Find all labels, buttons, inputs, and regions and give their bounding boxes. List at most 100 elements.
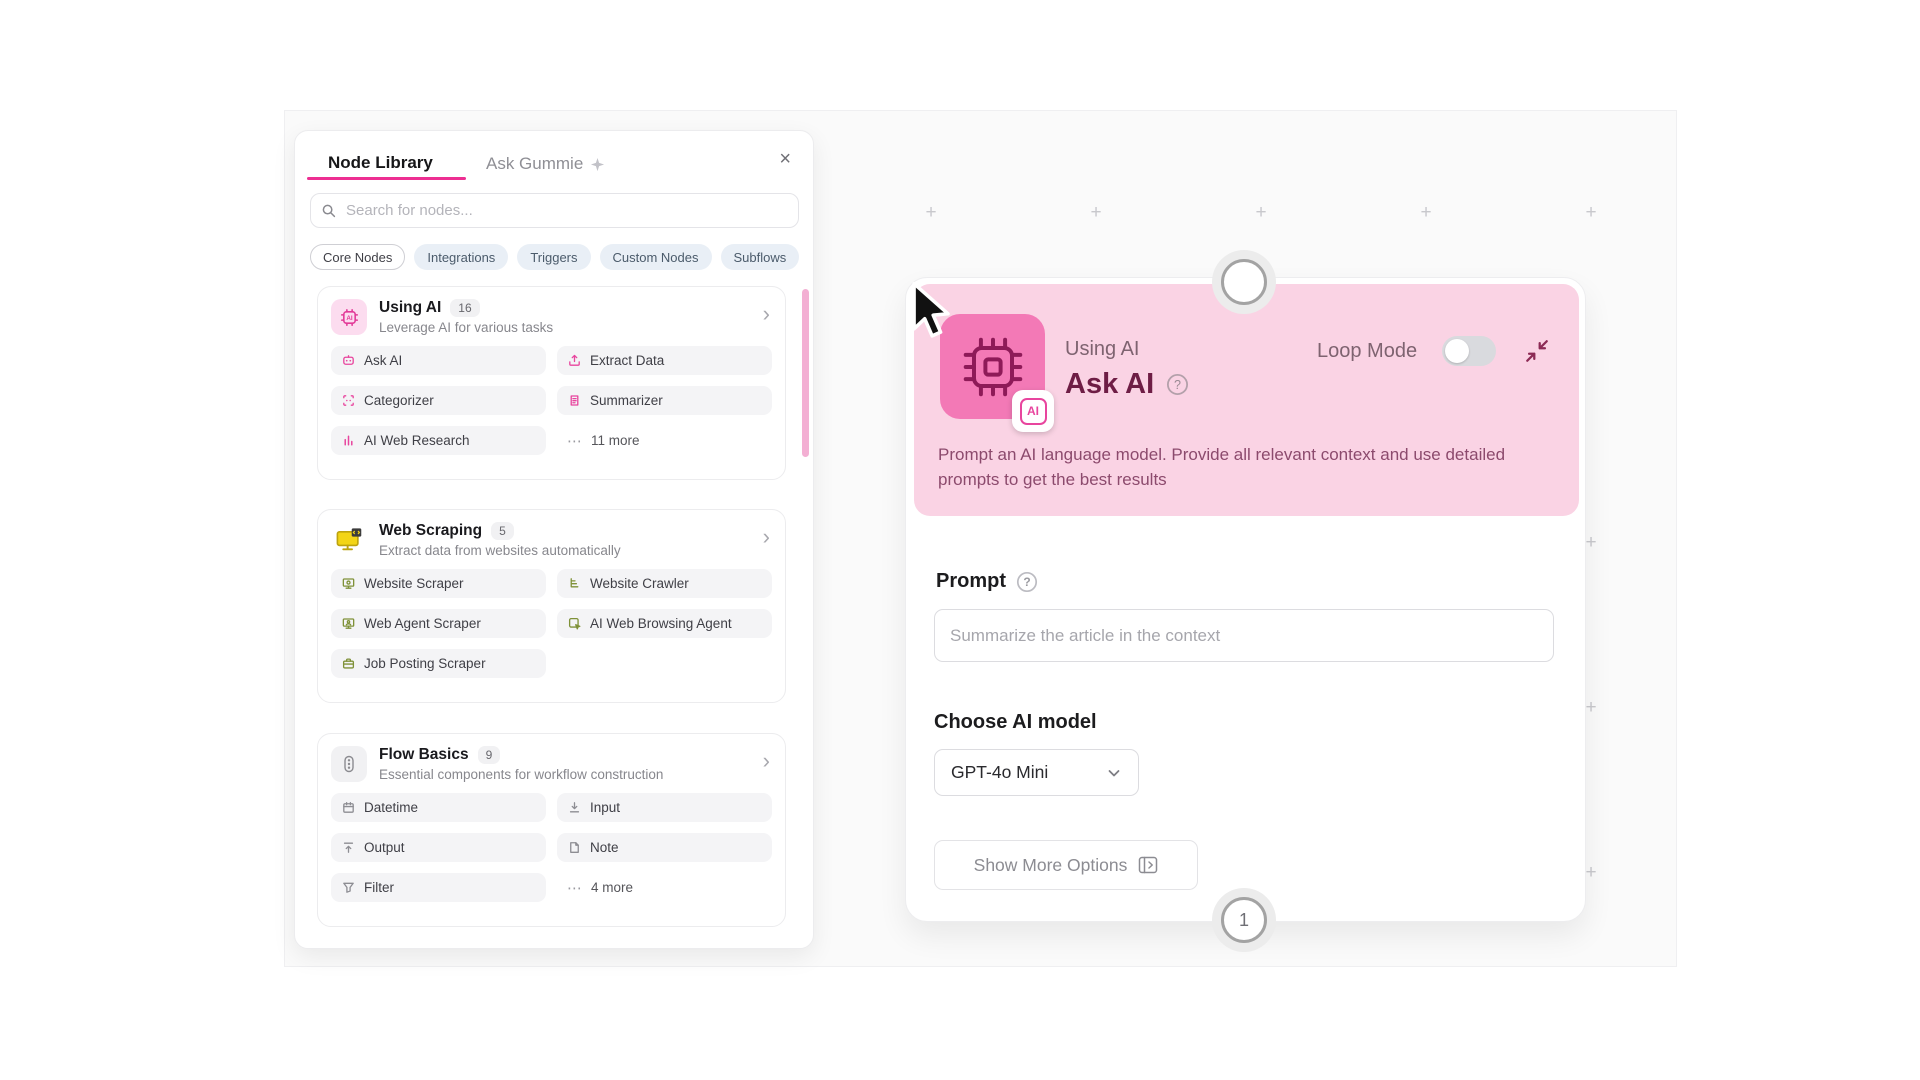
node-item-extract-data[interactable]: Extract Data xyxy=(557,346,772,375)
funnel-icon xyxy=(343,882,354,893)
node-library-panel: Node Library Ask Gummie × Core Nodes Int… xyxy=(294,130,814,949)
ask-ai-node-card[interactable]: AI Using AI Ask AI ? Loop Mode Prompt an… xyxy=(905,277,1586,922)
node-item-label: Website Scraper xyxy=(364,576,464,591)
section-title: Web Scraping xyxy=(379,522,483,539)
filter-triggers[interactable]: Triggers xyxy=(517,244,591,270)
node-item-label: 11 more xyxy=(591,433,640,448)
section-subtitle: Essential components for workflow constr… xyxy=(379,767,664,782)
svg-text:?: ? xyxy=(1174,378,1181,392)
section-header[interactable]: Flow Basics 9 Essential components for w… xyxy=(331,746,772,782)
loop-mode-toggle[interactable] xyxy=(1442,336,1496,366)
node-item-summarizer[interactable]: Summarizer xyxy=(557,386,772,415)
robot-icon xyxy=(343,355,354,365)
node-item-label: Input xyxy=(590,800,621,815)
show-more-options-label: Show More Options xyxy=(973,854,1128,875)
section-title: Using AI xyxy=(379,299,442,316)
grid-plus-icon: + xyxy=(1585,202,1597,223)
grid-plus-icon: + xyxy=(1420,202,1432,223)
chevron-right-icon[interactable]: › xyxy=(762,524,770,549)
active-tab-underline xyxy=(307,177,466,180)
bar-chart-icon xyxy=(344,435,353,446)
input-port[interactable] xyxy=(1221,259,1267,305)
node-item-label: Datetime xyxy=(364,800,419,815)
node-item-label: Extract Data xyxy=(590,353,665,368)
help-icon[interactable]: ? xyxy=(1166,373,1189,396)
extract-icon xyxy=(569,354,580,366)
node-item-label: Ask AI xyxy=(364,353,403,368)
node-item-input[interactable]: Input xyxy=(557,793,772,822)
node-item-note[interactable]: Note xyxy=(557,833,772,862)
ellipsis-icon: ⋯ xyxy=(567,432,583,450)
grid-plus-icon: + xyxy=(1585,862,1597,883)
node-item-website-crawler[interactable]: Website Crawler xyxy=(557,569,772,598)
section-subtitle: Leverage AI for various tasks xyxy=(379,320,554,335)
filter-core-nodes[interactable]: Core Nodes xyxy=(310,244,406,270)
list-tree-icon xyxy=(570,578,579,588)
tab-node-library[interactable]: Node Library xyxy=(328,153,433,172)
node-item-label: Filter xyxy=(364,880,394,895)
node-item-more[interactable]: ⋯ 11 more xyxy=(557,426,772,455)
output-port-count: 1 xyxy=(1238,909,1249,930)
output-port[interactable]: 1 xyxy=(1221,897,1267,943)
model-value: GPT-4o Mini xyxy=(951,762,1049,782)
node-item-ask-ai[interactable]: Ask AI xyxy=(331,346,546,375)
scan-face-icon xyxy=(343,395,354,406)
node-item-label: Summarizer xyxy=(590,393,663,408)
node-item-website-scraper[interactable]: Website Scraper xyxy=(331,569,546,598)
filter-subflows[interactable]: Subflows xyxy=(720,244,800,270)
node-description: Prompt an AI language model. Provide all… xyxy=(938,445,1506,489)
chevron-right-icon[interactable]: › xyxy=(762,301,770,326)
node-item-ai-web-research[interactable]: AI Web Research xyxy=(331,426,546,455)
ai-chip-icon xyxy=(940,314,1045,419)
node-item-filter[interactable]: Filter xyxy=(331,873,546,902)
help-icon[interactable]: ? xyxy=(1016,571,1038,593)
grid-plus-icon: + xyxy=(1585,697,1597,718)
node-title: Ask AI xyxy=(1065,368,1155,400)
ai-badge: AI xyxy=(1012,390,1054,432)
model-label: Choose AI model xyxy=(934,711,1097,733)
node-item-datetime[interactable]: Datetime xyxy=(331,793,546,822)
chevron-down-icon xyxy=(1108,769,1120,776)
section-count-badge: 9 xyxy=(477,746,501,764)
node-item-categorizer[interactable]: Categorizer xyxy=(331,386,546,415)
show-more-options-button[interactable]: Show More Options xyxy=(934,840,1198,890)
node-item-label: Output xyxy=(364,840,405,855)
node-item-web-agent-scraper[interactable]: Web Agent Scraper xyxy=(331,609,546,638)
section-title: Flow Basics xyxy=(379,746,469,763)
node-item-job-posting-scraper[interactable]: Job Posting Scraper xyxy=(331,649,546,678)
model-dropdown[interactable]: GPT-4o Mini xyxy=(934,749,1139,796)
ellipsis-icon: ⋯ xyxy=(567,879,583,897)
close-icon[interactable]: × xyxy=(779,148,791,170)
node-header: AI Using AI Ask AI ? Loop Mode Prompt an… xyxy=(914,284,1579,516)
collapse-icon[interactable] xyxy=(1524,338,1550,364)
section-header[interactable]: AI Using AI 16 Leverage AI for various t… xyxy=(331,299,772,335)
panel-expand-icon xyxy=(1139,856,1158,874)
ai-chip-icon: AI xyxy=(331,299,367,335)
node-item-label: Note xyxy=(590,840,619,855)
toggle-knob xyxy=(1445,339,1469,363)
search-input[interactable] xyxy=(346,202,788,219)
svg-text:AI: AI xyxy=(346,315,353,322)
prompt-input[interactable] xyxy=(934,609,1554,662)
filter-integrations[interactable]: Integrations xyxy=(414,244,509,270)
chevron-right-icon[interactable]: › xyxy=(762,748,770,773)
svg-text:?: ? xyxy=(1023,575,1030,589)
section-subtitle: Extract data from websites automatically xyxy=(379,543,621,558)
grid-plus-icon: + xyxy=(1090,202,1102,223)
node-item-more[interactable]: ⋯ 4 more xyxy=(557,873,772,902)
scroll-icon xyxy=(570,395,579,406)
loop-mode-label: Loop Mode xyxy=(1317,340,1418,362)
section-header[interactable]: Web Scraping 5 Extract data from website… xyxy=(331,522,772,558)
node-item-output[interactable]: Output xyxy=(331,833,546,862)
node-search[interactable] xyxy=(310,193,799,228)
tab-ask-gummie-label: Ask Gummie xyxy=(486,154,584,173)
node-item-ai-web-browsing-agent[interactable]: AI Web Browsing Agent xyxy=(557,609,772,638)
section-flow-basics: Flow Basics 9 Essential components for w… xyxy=(317,733,786,927)
filter-chips: Core Nodes Integrations Triggers Custom … xyxy=(310,244,800,270)
grid-plus-icon: + xyxy=(1585,532,1597,553)
yellow-monitor-icon xyxy=(331,522,367,558)
section-count-badge: 5 xyxy=(491,522,514,540)
tab-ask-gummie[interactable]: Ask Gummie xyxy=(486,154,605,174)
panel-scrollbar[interactable] xyxy=(802,289,809,457)
filter-custom-nodes[interactable]: Custom Nodes xyxy=(599,244,712,270)
